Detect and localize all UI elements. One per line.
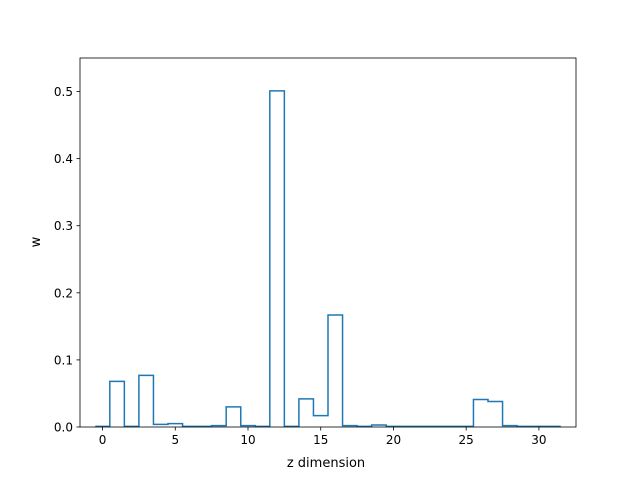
- y-tick-label: 0.3: [54, 219, 73, 233]
- x-tick-label: 30: [531, 433, 546, 447]
- x-tick-label: 5: [171, 433, 179, 447]
- y-axis-label: w: [29, 236, 44, 247]
- x-tick-label: 25: [459, 433, 474, 447]
- x-tick-label: 10: [240, 433, 255, 447]
- plot-area: 0 5 10 15 20 25 30 0.0 0.1 0.2 0.3 0.4 0.5: [54, 57, 577, 447]
- axes-frame: [79, 57, 577, 428]
- x-axis-label: z dimension: [287, 456, 365, 471]
- x-tick-label: 15: [313, 433, 328, 447]
- series-step-line-0: [95, 90, 561, 428]
- y-tick-label: 0.1: [54, 353, 73, 367]
- x-tick-label: 20: [386, 433, 401, 447]
- y-tick-label: 0.4: [54, 152, 73, 166]
- x-tick-label: 0: [99, 433, 107, 447]
- y-tick-label: 0.0: [54, 421, 73, 435]
- y-tick-label: 0.2: [54, 286, 73, 300]
- y-tick-label: 0.5: [54, 85, 73, 99]
